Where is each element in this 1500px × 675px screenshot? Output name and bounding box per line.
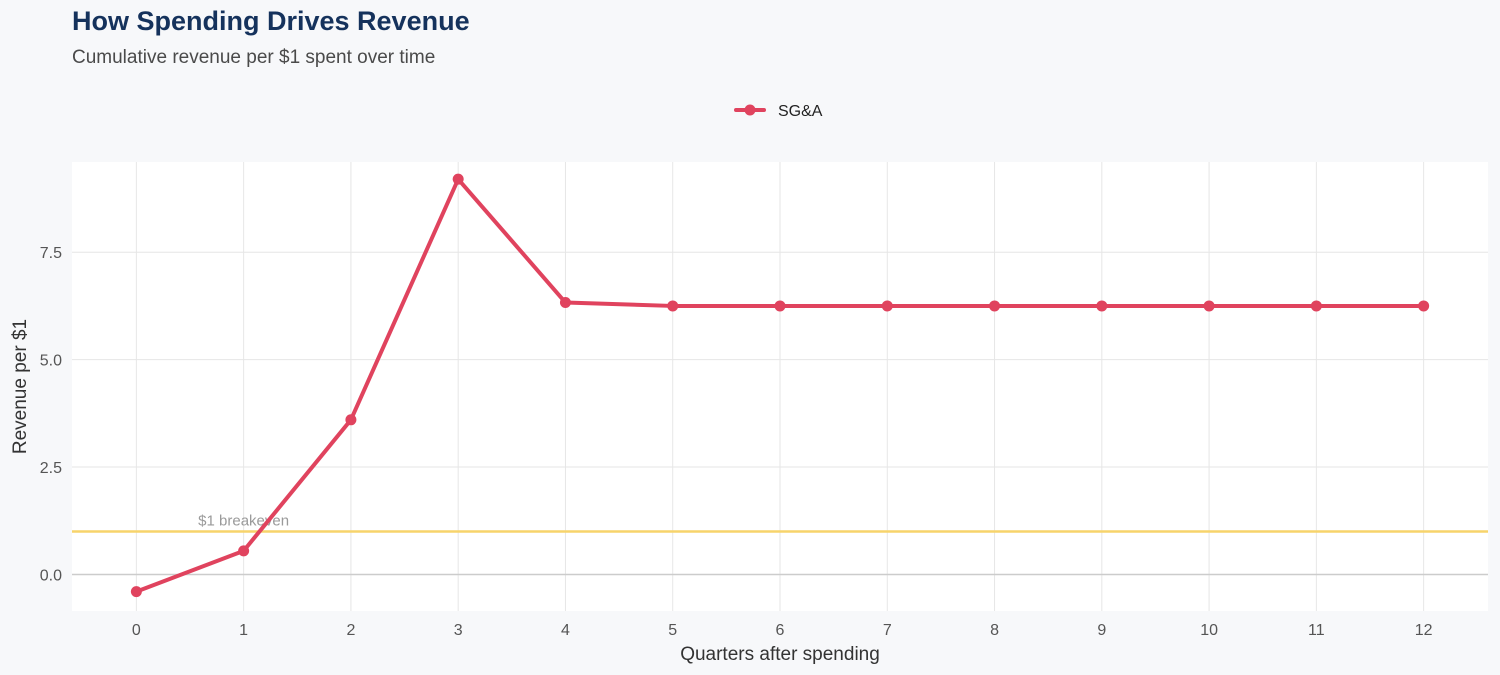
- x-tick-label: 9: [1097, 622, 1106, 639]
- x-tick-label: 8: [990, 622, 999, 639]
- x-axis-label: Quarters after spending: [680, 644, 880, 665]
- y-tick-label: 2.5: [40, 460, 62, 477]
- x-axis-ticks: 0 1 2 3 4 5 6 7 8 9 10 11 12: [132, 622, 1433, 639]
- x-tick-label: 1: [239, 622, 248, 639]
- series-layer: [130, 173, 1430, 598]
- data-point: [1418, 300, 1430, 312]
- x-tick-label: 11: [1308, 622, 1325, 639]
- chart-subtitle: Cumulative revenue per $1 spent over tim…: [72, 47, 436, 68]
- x-tick-label: 4: [561, 622, 570, 639]
- data-point: [452, 173, 464, 185]
- data-point: [130, 586, 142, 598]
- x-tick-label: 10: [1200, 622, 1218, 639]
- data-point: [1203, 300, 1215, 312]
- y-axis-ticks: 0.0 2.5 5.0 7.5: [40, 245, 62, 584]
- grid-lines: [72, 162, 1488, 611]
- data-point: [345, 414, 357, 426]
- x-tick-label: 2: [346, 622, 355, 639]
- data-point: [881, 300, 893, 312]
- data-point: [989, 300, 1001, 312]
- data-point: [774, 300, 786, 312]
- chart-title: How Spending Drives Revenue: [72, 6, 470, 36]
- data-point: [1096, 300, 1108, 312]
- legend-swatch-point: [744, 104, 756, 116]
- y-axis-label: Revenue per $1: [10, 319, 31, 454]
- x-tick-label: 7: [883, 622, 892, 639]
- legend: SG&A: [734, 103, 823, 120]
- reference-lines: $1 breakeven: [72, 513, 1488, 576]
- legend-label: SG&A: [778, 103, 823, 120]
- x-tick-label: 5: [668, 622, 677, 639]
- data-point: [238, 545, 250, 557]
- x-tick-label: 6: [776, 622, 785, 639]
- y-tick-label: 7.5: [40, 245, 62, 262]
- x-tick-label: 12: [1415, 622, 1433, 639]
- data-point: [559, 297, 571, 309]
- y-tick-label: 5.0: [40, 353, 62, 370]
- data-point: [1310, 300, 1322, 312]
- x-tick-label: 3: [454, 622, 463, 639]
- data-point: [667, 300, 679, 312]
- y-tick-label: 0.0: [40, 567, 62, 584]
- x-tick-label: 0: [132, 622, 141, 639]
